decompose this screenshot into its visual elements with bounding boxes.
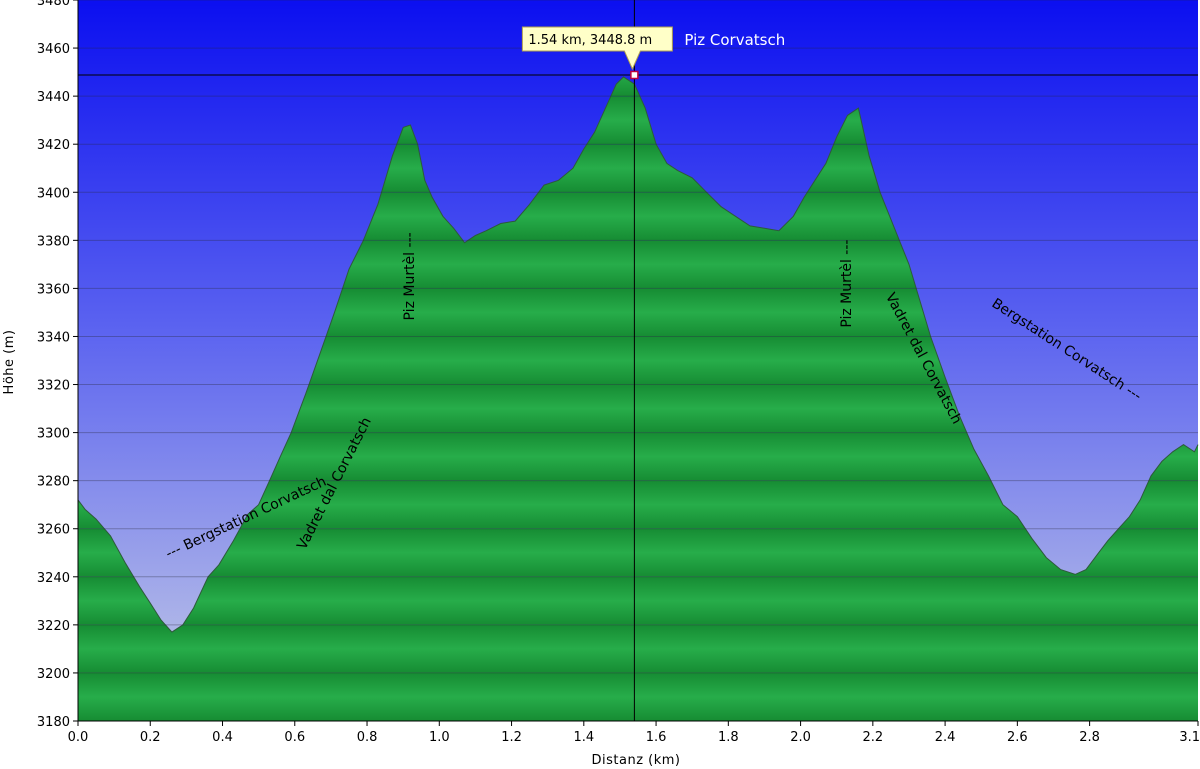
x-tick-label: 0.4 [212,730,233,745]
y-tick-label: 3380 [37,234,70,249]
highlight-point[interactable] [630,70,639,80]
x-tick-label: 2.0 [790,730,811,745]
x-tick-label: 0.0 [68,730,89,745]
x-axis-title: Distanz (km) [592,753,681,768]
x-tick-label: 1.0 [429,730,450,745]
y-tick-label: 3320 [37,379,70,394]
peak-name-label: Piz Corvatsch [684,31,785,49]
y-tick-label: 3340 [37,330,70,345]
x-tick-label: 1.8 [718,730,739,745]
y-tick-label: 3200 [37,667,70,682]
x-tick-label: 2.8 [1079,730,1100,745]
elevation-line [77,76,1199,633]
y-tick-label: 3280 [37,475,70,490]
x-tick-label: 1.4 [573,730,594,745]
y-tick-label: 3460 [37,42,70,57]
terrain-band [78,576,1198,625]
y-tick-label: 3180 [37,715,70,730]
y-tick-label: 3420 [37,138,70,153]
y-axis-title: Höhe (m) [2,330,17,395]
y-tick-label: 3260 [37,523,70,538]
annotation-label: Piz Murtèl --- [402,232,418,320]
x-tick-label: 3.1 [1179,730,1200,745]
x-tick-label: 0.6 [284,730,305,745]
y-tick-label: 3360 [37,282,70,297]
x-axis-ticks: 0.0 0.2 0.4 0.6 0.8 1.0 1.2 1.4 1.6 1.8 2.0 2.2 2.4 2… [68,720,1200,745]
y-tick-label: 3220 [37,619,70,634]
y-tick-label: 3240 [37,571,70,586]
y-axis-ticks: 3180 3200 3220 3240 3260 3280 3300 3320 3340 3360… [37,0,79,730]
y-tick-label: 3440 [37,90,70,105]
x-tick-label: 0.8 [357,730,378,745]
x-tick-label: 2.6 [1007,730,1028,745]
y-tick-label: 3480 [37,0,70,9]
terrain-band [78,672,1198,721]
x-tick-label: 0.2 [140,730,161,745]
y-tick-label: 3400 [37,186,70,201]
terrain-band [78,528,1198,577]
tooltip-label: 1.54 km, 3448.8 m [528,33,652,48]
terrain-band [78,624,1198,673]
x-tick-label: 2.4 [935,730,956,745]
x-tick-label: 1.6 [646,730,667,745]
annotation-label: Piz Murtèl --- [839,240,855,328]
y-tick-label: 3300 [37,427,70,442]
tooltip: 1.54 km, 3448.8 m [521,26,673,71]
x-tick-label: 1.2 [501,730,522,745]
x-tick-label: 2.2 [862,730,883,745]
